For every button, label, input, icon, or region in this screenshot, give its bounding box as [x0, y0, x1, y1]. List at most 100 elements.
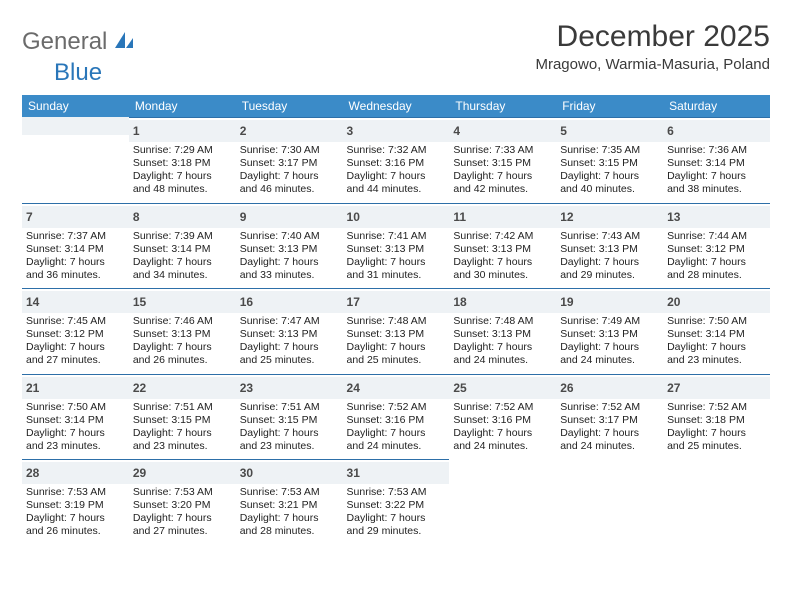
day-info-line: and 46 minutes.	[240, 183, 339, 196]
daynum-row: 30	[236, 462, 343, 484]
day-info-line: Daylight: 7 hours	[667, 256, 766, 269]
day-cell: 11Sunrise: 7:42 AMSunset: 3:13 PMDayligh…	[449, 203, 556, 289]
day-info-line: Daylight: 7 hours	[347, 341, 446, 354]
day-cell	[22, 117, 129, 203]
day-number: 18	[453, 295, 466, 309]
day-info-line: Daylight: 7 hours	[453, 256, 552, 269]
day-info-line: and 23 minutes.	[26, 440, 125, 453]
day-cell: 25Sunrise: 7:52 AMSunset: 3:16 PMDayligh…	[449, 374, 556, 460]
day-cell	[449, 459, 556, 545]
daynum-row: 11	[449, 206, 556, 228]
day-number: 19	[560, 295, 573, 309]
month-title: December 2025	[535, 20, 770, 54]
brand-logo: General	[22, 20, 137, 56]
day-info-line: Daylight: 7 hours	[133, 512, 232, 525]
day-info-line: Sunset: 3:18 PM	[133, 157, 232, 170]
day-info-line: Daylight: 7 hours	[133, 170, 232, 183]
day-info-line: and 33 minutes.	[240, 269, 339, 282]
day-info-line: Sunset: 3:17 PM	[560, 414, 659, 427]
day-cell: 27Sunrise: 7:52 AMSunset: 3:18 PMDayligh…	[663, 374, 770, 460]
day-content: 15Sunrise: 7:46 AMSunset: 3:13 PMDayligh…	[129, 288, 236, 374]
day-cell: 18Sunrise: 7:48 AMSunset: 3:13 PMDayligh…	[449, 288, 556, 374]
day-info-line: and 26 minutes.	[26, 525, 125, 538]
day-info-line: Daylight: 7 hours	[667, 341, 766, 354]
day-content: 4Sunrise: 7:33 AMSunset: 3:15 PMDaylight…	[449, 117, 556, 203]
day-number: 28	[26, 466, 39, 480]
daynum-row: 13	[663, 206, 770, 228]
day-info-line: Sunrise: 7:52 AM	[347, 401, 446, 414]
day-info-line: Sunset: 3:21 PM	[240, 499, 339, 512]
day-info: Sunrise: 7:53 AMSunset: 3:20 PMDaylight:…	[133, 486, 232, 539]
day-info-line: Sunrise: 7:35 AM	[560, 144, 659, 157]
day-cell: 12Sunrise: 7:43 AMSunset: 3:13 PMDayligh…	[556, 203, 663, 289]
day-info-line: Sunrise: 7:37 AM	[26, 230, 125, 243]
day-info-line: Sunset: 3:13 PM	[347, 243, 446, 256]
day-info-line: and 36 minutes.	[26, 269, 125, 282]
day-info-line: Daylight: 7 hours	[240, 256, 339, 269]
day-info: Sunrise: 7:41 AMSunset: 3:13 PMDaylight:…	[347, 230, 446, 283]
day-info-line: Daylight: 7 hours	[240, 170, 339, 183]
day-info-line: Daylight: 7 hours	[560, 341, 659, 354]
daynum-row: 27	[663, 377, 770, 399]
day-info-line: Sunrise: 7:47 AM	[240, 315, 339, 328]
day-content: 22Sunrise: 7:51 AMSunset: 3:15 PMDayligh…	[129, 374, 236, 460]
day-info-line: and 24 minutes.	[347, 440, 446, 453]
day-content: 26Sunrise: 7:52 AMSunset: 3:17 PMDayligh…	[556, 374, 663, 460]
day-cell: 22Sunrise: 7:51 AMSunset: 3:15 PMDayligh…	[129, 374, 236, 460]
day-info-line: Daylight: 7 hours	[26, 256, 125, 269]
day-info-line: and 48 minutes.	[133, 183, 232, 196]
day-info-line: Daylight: 7 hours	[667, 170, 766, 183]
day-info: Sunrise: 7:33 AMSunset: 3:15 PMDaylight:…	[453, 144, 552, 197]
day-cell	[663, 459, 770, 545]
day-info-line: Daylight: 7 hours	[347, 512, 446, 525]
day-cell: 24Sunrise: 7:52 AMSunset: 3:16 PMDayligh…	[343, 374, 450, 460]
day-info-line: Sunrise: 7:53 AM	[133, 486, 232, 499]
week-row: 14Sunrise: 7:45 AMSunset: 3:12 PMDayligh…	[22, 288, 770, 374]
day-info-line: Sunset: 3:13 PM	[453, 328, 552, 341]
day-content: 24Sunrise: 7:52 AMSunset: 3:16 PMDayligh…	[343, 374, 450, 460]
day-content: 13Sunrise: 7:44 AMSunset: 3:12 PMDayligh…	[663, 203, 770, 289]
daynum-row: 8	[129, 206, 236, 228]
day-content: 30Sunrise: 7:53 AMSunset: 3:21 PMDayligh…	[236, 459, 343, 545]
day-number: 24	[347, 381, 360, 395]
day-info-line: and 24 minutes.	[453, 354, 552, 367]
day-info-line: Daylight: 7 hours	[26, 512, 125, 525]
day-info-line: Sunrise: 7:51 AM	[240, 401, 339, 414]
day-cell: 28Sunrise: 7:53 AMSunset: 3:19 PMDayligh…	[22, 459, 129, 545]
day-content: 27Sunrise: 7:52 AMSunset: 3:18 PMDayligh…	[663, 374, 770, 460]
daynum-row: 14	[22, 291, 129, 313]
day-info-line: Sunrise: 7:48 AM	[347, 315, 446, 328]
day-info: Sunrise: 7:48 AMSunset: 3:13 PMDaylight:…	[347, 315, 446, 368]
day-number: 23	[240, 381, 253, 395]
day-info-line: Sunset: 3:15 PM	[560, 157, 659, 170]
daynum-row: 5	[556, 120, 663, 142]
day-info: Sunrise: 7:53 AMSunset: 3:22 PMDaylight:…	[347, 486, 446, 539]
day-number: 14	[26, 295, 39, 309]
day-number: 26	[560, 381, 573, 395]
day-info-line: Sunrise: 7:53 AM	[240, 486, 339, 499]
day-number: 15	[133, 295, 146, 309]
day-number: 5	[560, 124, 567, 138]
day-number: 22	[133, 381, 146, 395]
day-info: Sunrise: 7:30 AMSunset: 3:17 PMDaylight:…	[240, 144, 339, 197]
day-info-line: Sunset: 3:20 PM	[133, 499, 232, 512]
day-info-line: Daylight: 7 hours	[453, 427, 552, 440]
day-cell: 13Sunrise: 7:44 AMSunset: 3:12 PMDayligh…	[663, 203, 770, 289]
day-info-line: Sunset: 3:13 PM	[347, 328, 446, 341]
day-info-line: Sunrise: 7:53 AM	[26, 486, 125, 499]
day-info-line: Daylight: 7 hours	[347, 427, 446, 440]
day-info-line: Sunset: 3:14 PM	[667, 328, 766, 341]
day-number: 29	[133, 466, 146, 480]
day-cell: 30Sunrise: 7:53 AMSunset: 3:21 PMDayligh…	[236, 459, 343, 545]
daynum-row: 3	[343, 120, 450, 142]
day-number: 8	[133, 210, 140, 224]
dayhead-tue: Tuesday	[236, 95, 343, 117]
day-info-line: and 24 minutes.	[560, 354, 659, 367]
day-info-line: Sunrise: 7:50 AM	[667, 315, 766, 328]
day-info-line: Daylight: 7 hours	[240, 427, 339, 440]
day-info-line: Daylight: 7 hours	[453, 170, 552, 183]
day-info-line: and 24 minutes.	[560, 440, 659, 453]
day-content: 20Sunrise: 7:50 AMSunset: 3:14 PMDayligh…	[663, 288, 770, 374]
day-info-line: Daylight: 7 hours	[133, 427, 232, 440]
day-content: 7Sunrise: 7:37 AMSunset: 3:14 PMDaylight…	[22, 203, 129, 289]
